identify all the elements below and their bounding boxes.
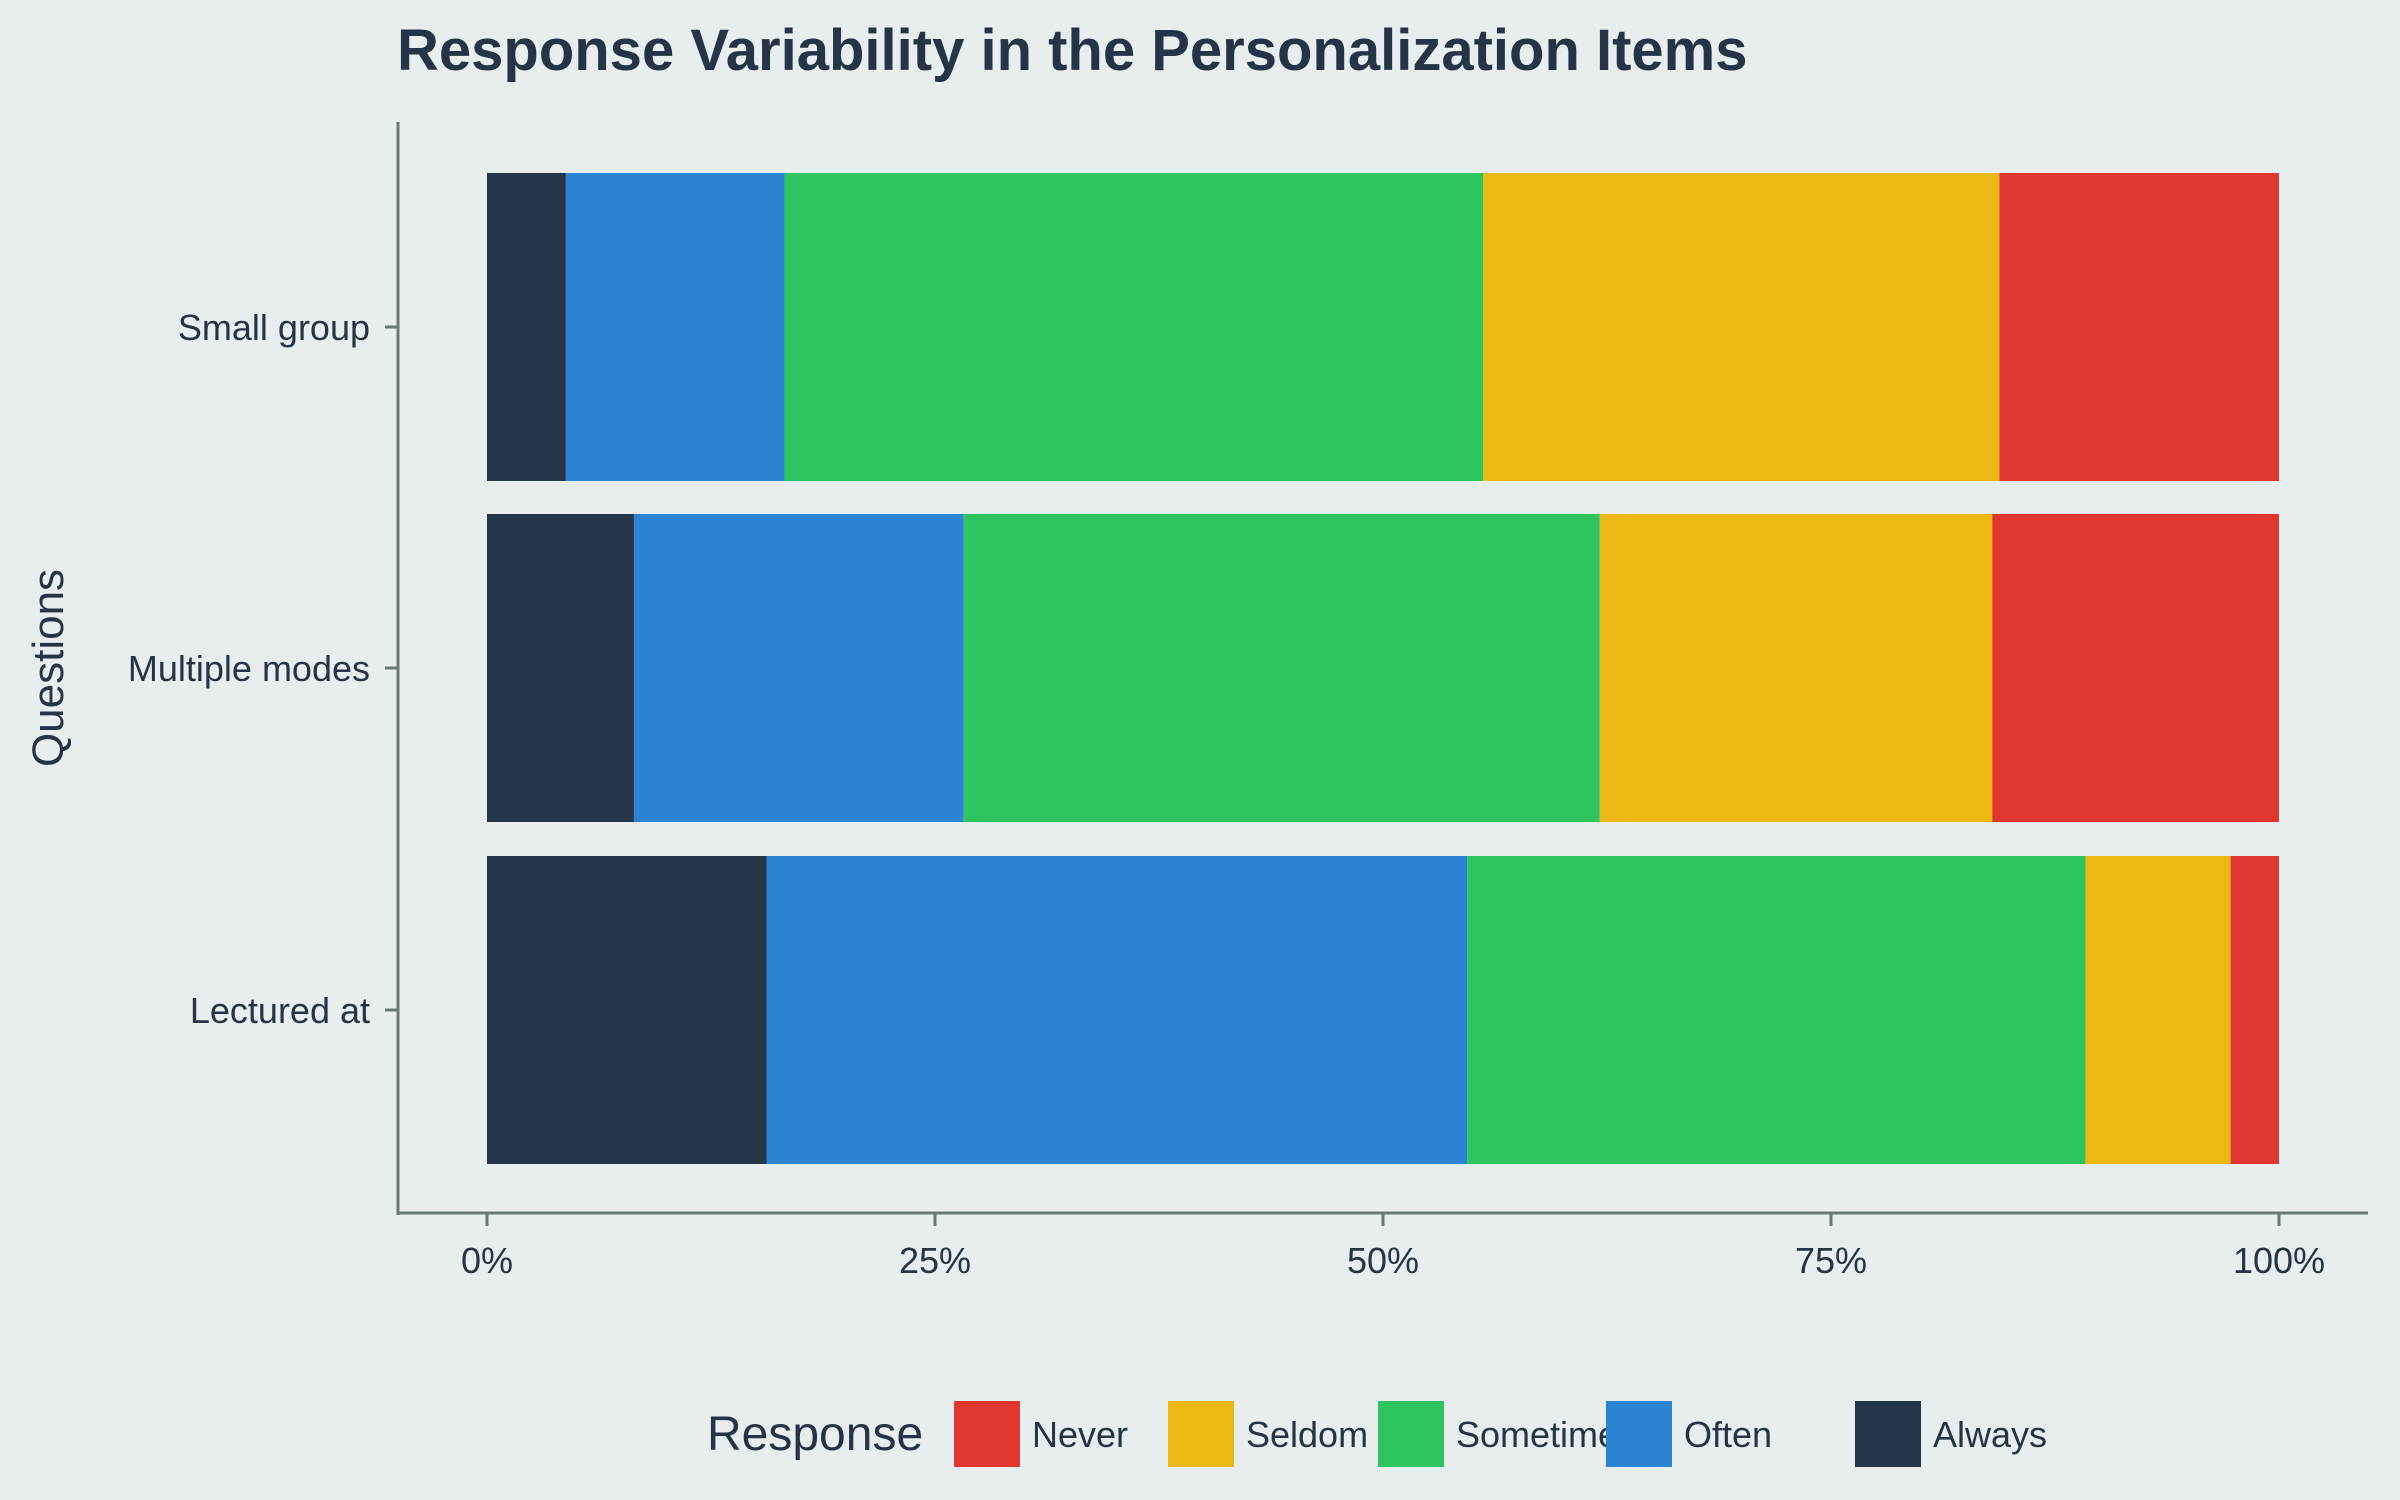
bar-small-group-sometimes <box>784 173 1484 481</box>
x-ticks-layer: 0% 25% 50% 75% 100% <box>461 1214 2325 1281</box>
category-label-small-group: Small group <box>178 307 370 348</box>
legend-label-often: Often <box>1684 1414 1772 1455</box>
legend-title: Response <box>707 1408 923 1461</box>
bars-layer <box>487 173 2279 1164</box>
x-tick-label: 50% <box>1347 1240 1419 1281</box>
bar-lectured-at-sometimes <box>1467 856 2086 1164</box>
x-tick-label: 0% <box>461 1240 513 1281</box>
bar-lectured-at-seldom <box>2085 856 2231 1164</box>
y-axis-title: Questions <box>24 569 73 767</box>
bar-lectured-at-never <box>2230 856 2279 1164</box>
category-label-multiple-modes: Multiple modes <box>128 648 370 689</box>
bar-small-group-never <box>1999 173 2279 481</box>
legend-items: Never Seldom Sometimes Often Always <box>954 1401 2047 1467</box>
legend-key-seldom <box>1168 1401 1234 1467</box>
legend-key-never <box>954 1401 1020 1467</box>
bar-multiple-modes-sometimes <box>963 514 1600 822</box>
x-tick-label: 25% <box>899 1240 971 1281</box>
legend-label-always: Always <box>1933 1414 2047 1455</box>
x-tick-label: 100% <box>2233 1240 2325 1281</box>
bar-multiple-modes-seldom <box>1599 514 1993 822</box>
legend-label-seldom: Seldom <box>1246 1414 1368 1455</box>
category-label-lectured-at: Lectured at <box>190 990 370 1031</box>
legend-key-sometimes <box>1378 1401 1444 1467</box>
y-ticks-layer: Small group Multiple modes Lectured at <box>128 307 397 1031</box>
bar-multiple-modes-often <box>633 514 964 822</box>
legend-key-always <box>1855 1401 1921 1467</box>
legend-label-never: Never <box>1032 1414 1128 1455</box>
bar-multiple-modes-always <box>487 514 634 822</box>
bar-small-group-always <box>487 173 566 481</box>
legend: Response Never Seldom Sometimes Often Always <box>707 1401 2047 1467</box>
legend-key-often <box>1606 1401 1672 1467</box>
bar-multiple-modes-never <box>1992 514 2279 822</box>
bar-small-group-often <box>565 173 785 481</box>
chart-title: Response Variability in the Personalizat… <box>397 18 1748 83</box>
bar-small-group-seldom <box>1483 173 2000 481</box>
x-tick-label: 75% <box>1795 1240 1867 1281</box>
bar-lectured-at-often <box>766 856 1468 1164</box>
bar-lectured-at-always <box>487 856 767 1164</box>
